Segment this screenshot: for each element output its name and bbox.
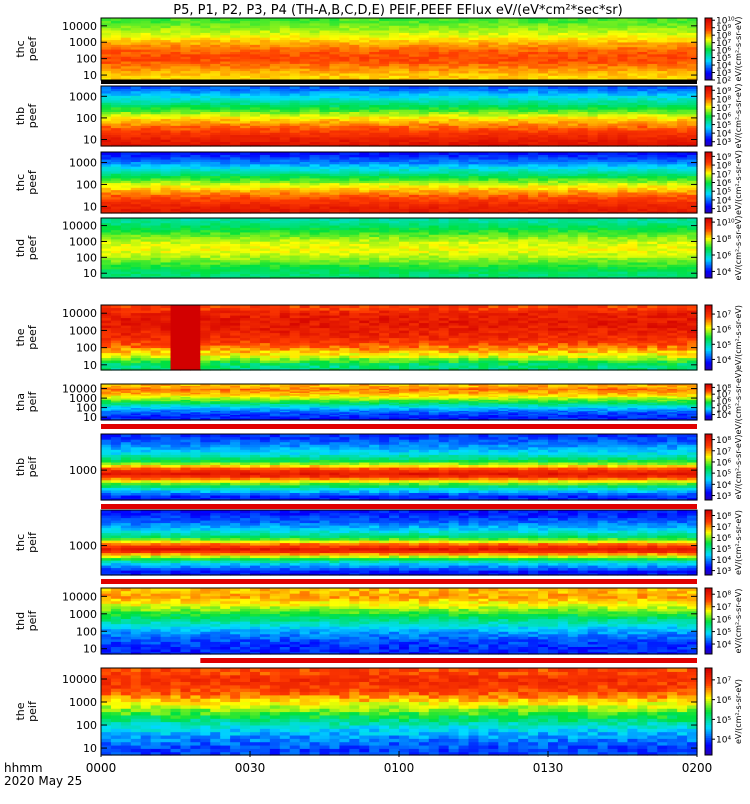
- colorbar-tick-label: 10⁹: [716, 153, 731, 163]
- colorbar-tick-label: 10⁵: [716, 188, 731, 198]
- colorbar-tick-label: 10⁹: [716, 87, 731, 97]
- colorbar-tick-label: 10³: [716, 138, 731, 148]
- chart-title: P5, P1, P2, P3, P4 (TH-A,B,C,D,E) PEIF,P…: [173, 3, 622, 18]
- y-axis-label: peef: [26, 36, 39, 62]
- y-tick-label: 1000: [69, 90, 97, 103]
- y-axis-label: peef: [26, 103, 39, 129]
- colorbar-tick-label: 10⁷: [716, 104, 731, 114]
- colorbar-tick-label: 10⁵: [716, 121, 731, 131]
- y-axis-label: peef: [26, 169, 39, 195]
- colorbar-tick-label: 10⁷: [716, 170, 731, 180]
- colorbar-label: eV/(cm²-s-sr-eV): [734, 17, 743, 82]
- colorbar-label: eV/(cm²-s-sr-eV): [734, 84, 743, 149]
- y-tick-label: 1000: [69, 156, 97, 169]
- y-tick-label: 100: [76, 178, 97, 191]
- y-tick-label: 10: [83, 69, 97, 82]
- colorbar-tick-label: 10⁸: [716, 162, 731, 172]
- data-gap-band: [101, 80, 697, 84]
- colorbar-tick-label: 10⁴: [716, 130, 731, 140]
- y-tick-label: 100: [76, 112, 97, 125]
- colorbar-tick-label: 10³: [716, 205, 731, 215]
- y-tick-label: 10: [83, 200, 97, 213]
- colorbar-tick-label: 10⁶: [716, 113, 731, 123]
- y-tick-label: 10000: [62, 20, 97, 33]
- y-tick-label: 1000: [69, 36, 97, 49]
- colorbar-tick-label: 10⁸: [716, 95, 731, 105]
- colorbar-label: eV/(cm²-s-sr-eV): [734, 150, 743, 215]
- colorbar-tick-label: 10⁴: [716, 196, 731, 206]
- y-tick-label: 100: [76, 53, 97, 66]
- colorbar-tick-label: 10¹⁰: [716, 17, 735, 27]
- colorbar-tick-label: 10⁶: [716, 179, 731, 189]
- y-tick-label: 10: [83, 133, 97, 146]
